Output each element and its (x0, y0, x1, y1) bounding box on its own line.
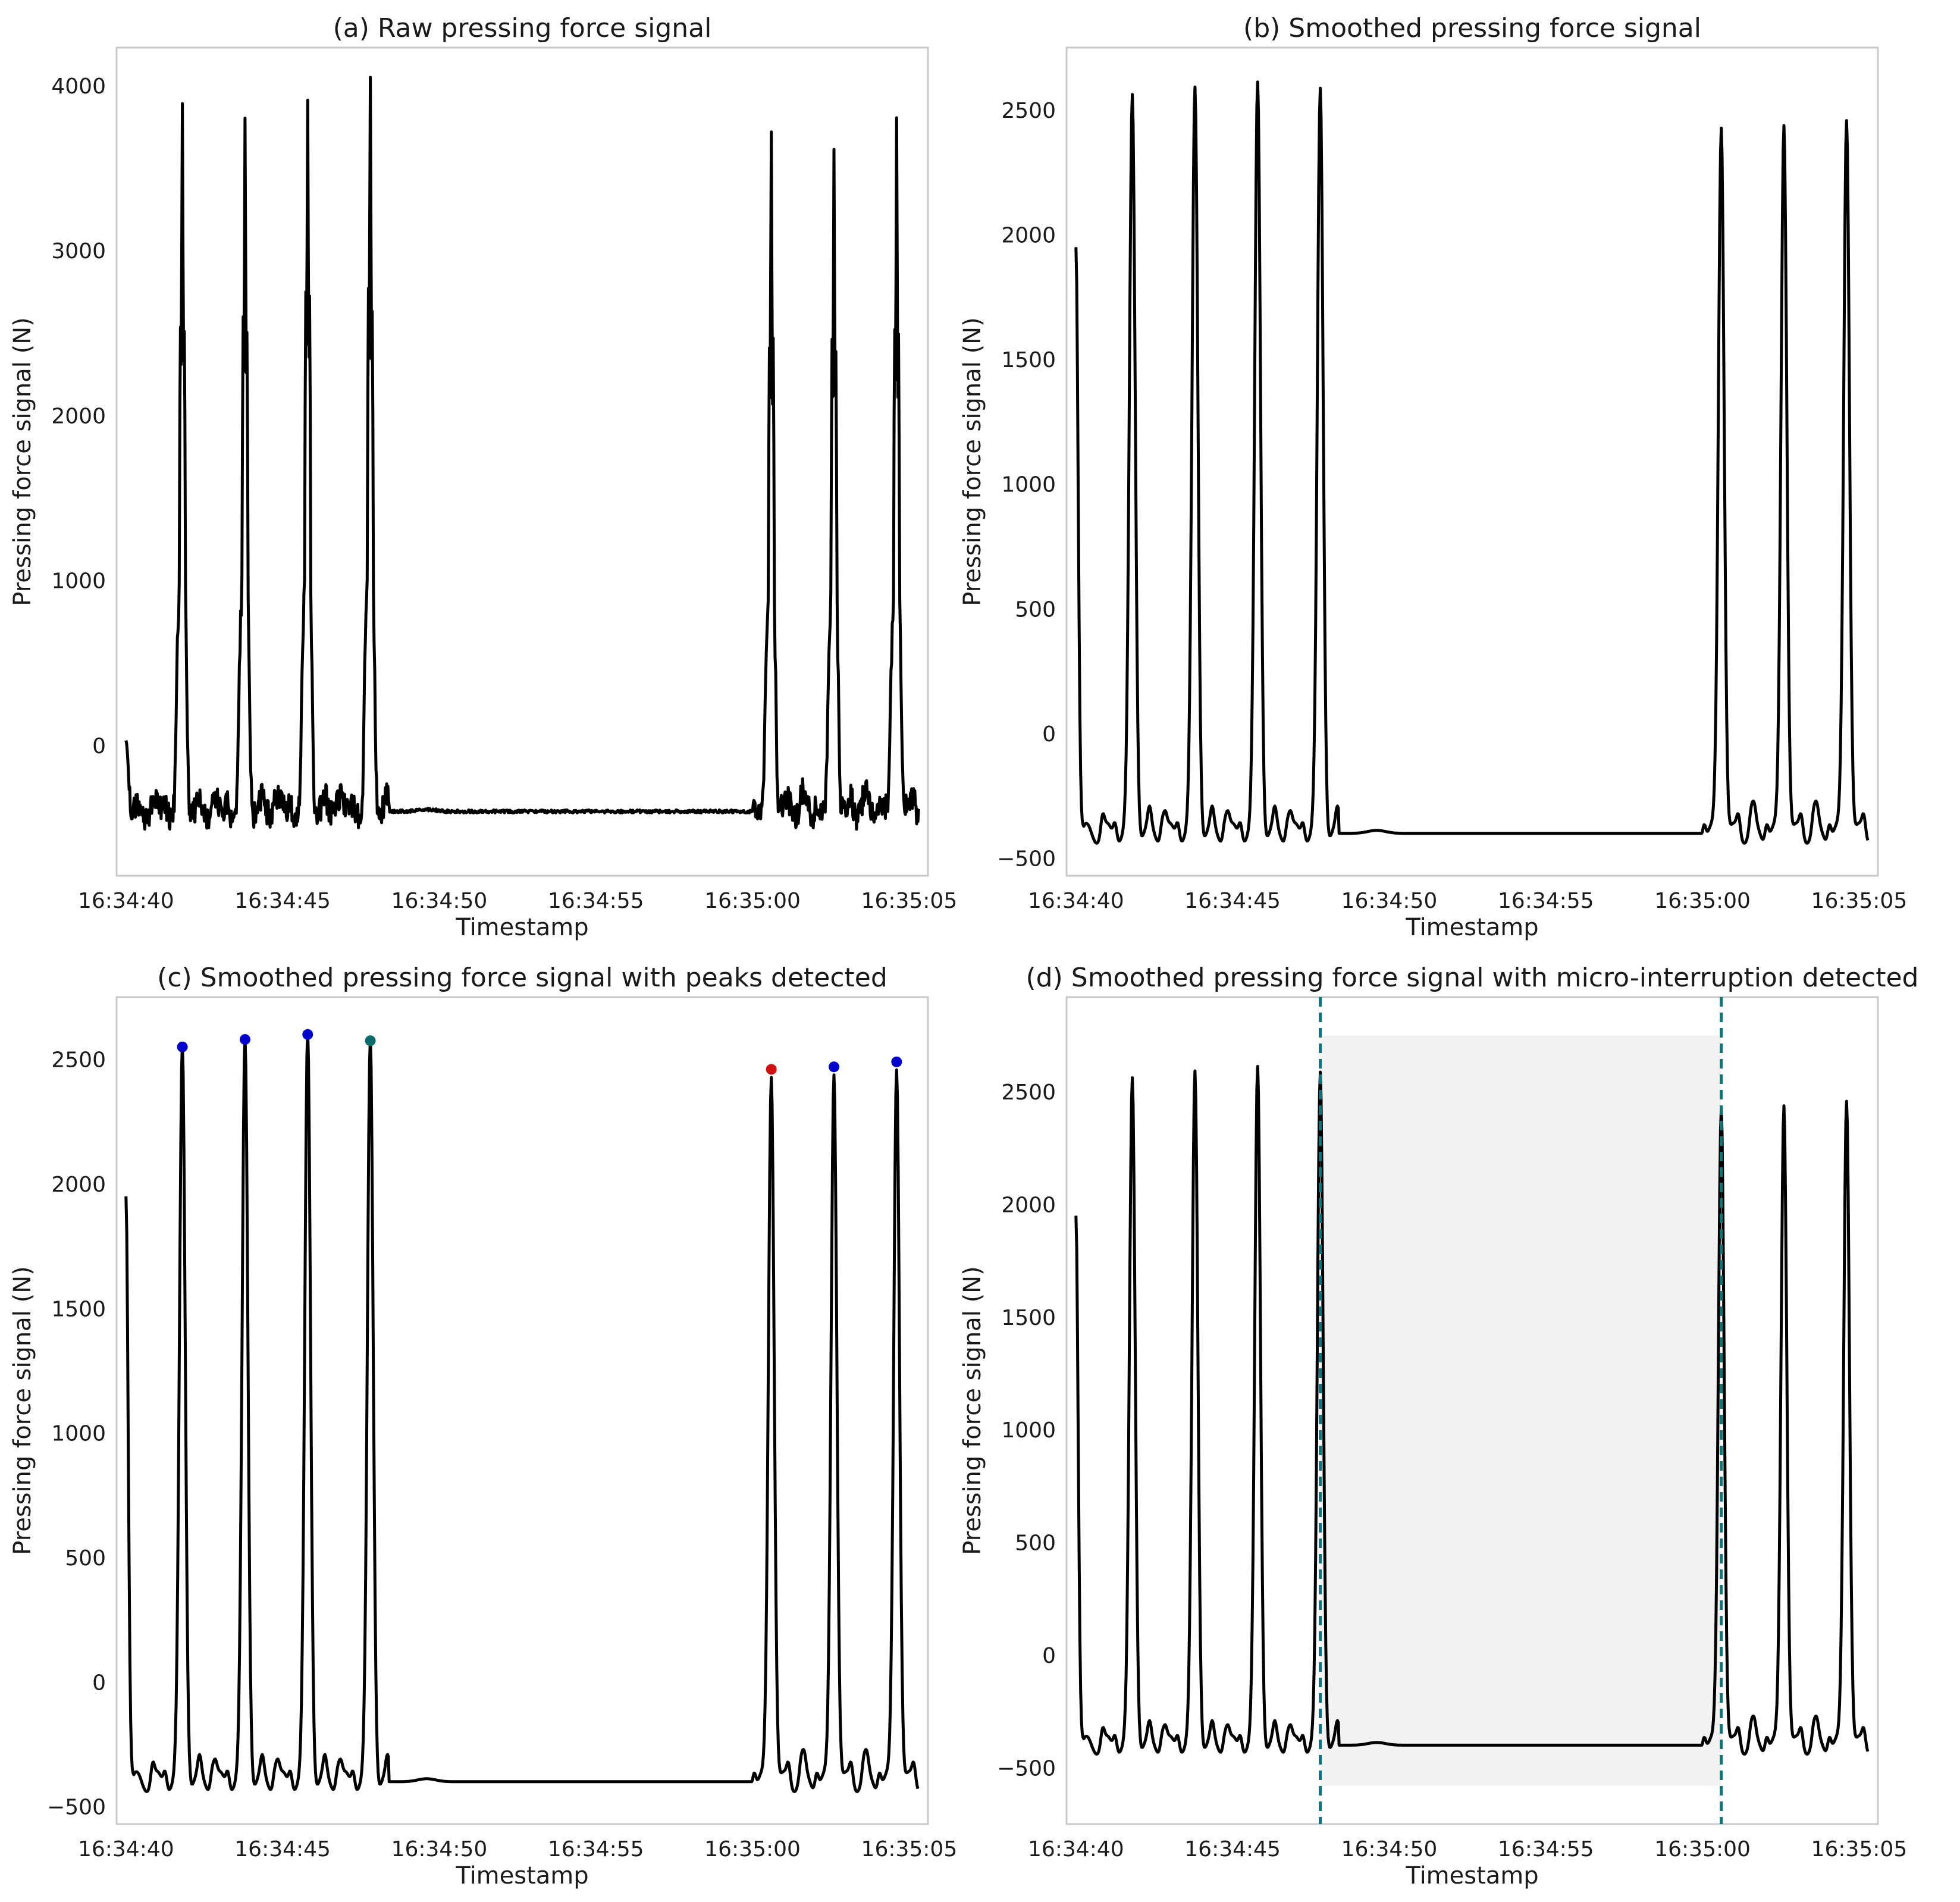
chart-a: (a) Raw pressing force signal 0 1000 2000 30… (9, 13, 957, 941)
y-axis-label: Pressing force signal (N) (9, 1266, 36, 1555)
y-tick-label: 1000 (51, 569, 106, 594)
y-tick-label: 0 (1042, 1644, 1056, 1668)
peak-marker (239, 1034, 250, 1045)
y-tick-label: −500 (47, 1796, 106, 1820)
x-tick-label: 16:34:45 (234, 889, 331, 913)
x-tick-label: 16:34:40 (1028, 1837, 1124, 1862)
x-tick-label: 16:35:05 (861, 889, 958, 913)
x-tick-label: 16:34:50 (1341, 889, 1438, 913)
peak-marker (766, 1064, 777, 1075)
y-tick-label: 500 (1015, 1531, 1056, 1556)
y-tick-label: 500 (65, 1546, 106, 1571)
y-tick-label: −500 (997, 1756, 1056, 1781)
y-tick-label: −500 (997, 847, 1056, 872)
x-tick-label: 16:34:55 (1498, 889, 1594, 913)
signal-line-c (124, 1030, 920, 1793)
x-tick-label: 16:34:50 (391, 1837, 488, 1862)
signal-line-a (124, 76, 920, 831)
chart-d: (d) Smoothed pressing force signal with … (959, 963, 1918, 1890)
y-tick-label: 2500 (51, 1048, 106, 1073)
x-tick-label: 16:34:40 (1028, 889, 1124, 913)
x-tick-label: 16:34:40 (78, 889, 174, 913)
x-tick-label: 16:34:50 (391, 889, 488, 913)
signal-line-b (1074, 80, 1870, 845)
peak-marker (365, 1035, 376, 1046)
x-axis-label: Timestamp (1405, 914, 1538, 941)
signal-line-d (1074, 1065, 1870, 1756)
plot-frame-d (1065, 996, 1879, 1825)
chart-b: (b) Smoothed pressing force signal −500 0 5… (959, 13, 1907, 941)
y-axis-label: Pressing force signal (N) (9, 317, 36, 606)
chart-c: (c) Smoothed pressing force signal with … (9, 963, 957, 1890)
x-tick-label: 16:35:00 (704, 1837, 801, 1862)
peak-marker (891, 1056, 902, 1067)
y-axis-label: Pressing force signal (N) (959, 317, 986, 606)
chart-title-d: (d) Smoothed pressing force signal with … (1026, 963, 1919, 993)
y-tick-label: 4000 (51, 74, 106, 99)
y-tick-label: 2000 (1001, 1193, 1056, 1217)
x-tick-label: 16:34:45 (1184, 1837, 1281, 1862)
x-tick-label: 16:35:05 (861, 1837, 958, 1862)
x-tick-label: 16:35:00 (1654, 1837, 1751, 1862)
x-tick-label: 16:34:55 (1498, 1837, 1594, 1862)
x-tick-label: 16:35:05 (1811, 889, 1908, 913)
x-axis-label: Timestamp (455, 914, 588, 941)
chart-title-a: (a) Raw pressing force signal (333, 13, 712, 43)
x-tick-label: 16:35:00 (1654, 889, 1751, 913)
x-tick-label: 16:34:40 (78, 1837, 174, 1862)
x-axis-label: Timestamp (455, 1862, 588, 1890)
x-tick-label: 16:34:55 (548, 1837, 644, 1862)
y-tick-label: 0 (1042, 722, 1056, 747)
y-tick-label: 1000 (51, 1422, 106, 1446)
x-tick-label: 16:34:55 (548, 889, 644, 913)
y-tick-label: 2000 (51, 1173, 106, 1197)
x-tick-label: 16:34:50 (1341, 1837, 1438, 1862)
y-tick-label: 1000 (1001, 473, 1056, 497)
y-tick-label: 0 (92, 734, 106, 759)
y-tick-label: 1500 (1001, 348, 1056, 372)
plot-frame-b (1065, 46, 1879, 877)
chart-title-b: (b) Smoothed pressing force signal (1243, 13, 1701, 43)
y-tick-label: 2500 (1001, 1080, 1056, 1105)
y-tick-label: 500 (1015, 597, 1056, 622)
x-axis-label: Timestamp (1405, 1862, 1538, 1890)
peak-marker (177, 1041, 188, 1052)
x-tick-label: 16:34:45 (1184, 889, 1281, 913)
x-tick-label: 16:35:00 (704, 889, 801, 913)
y-tick-label: 1500 (51, 1297, 106, 1321)
y-tick-label: 1500 (1001, 1306, 1056, 1330)
y-tick-label: 0 (92, 1671, 106, 1695)
plot-frame-a (115, 46, 929, 877)
x-tick-label: 16:34:45 (234, 1837, 331, 1862)
y-axis-label: Pressing force signal (N) (959, 1266, 986, 1555)
y-tick-label: 2000 (51, 404, 106, 428)
y-tick-label: 2500 (1001, 99, 1056, 123)
peak-marker (302, 1029, 313, 1040)
x-tick-label: 16:35:05 (1811, 1837, 1908, 1862)
interruption-region (1320, 1035, 1721, 1786)
y-tick-label: 1000 (1001, 1418, 1056, 1443)
chart-title-c: (c) Smoothed pressing force signal with … (157, 963, 888, 993)
plot-frame-c (115, 996, 929, 1825)
peak-marker (829, 1061, 840, 1073)
y-tick-label: 3000 (51, 239, 106, 264)
y-tick-label: 2000 (1001, 223, 1056, 247)
